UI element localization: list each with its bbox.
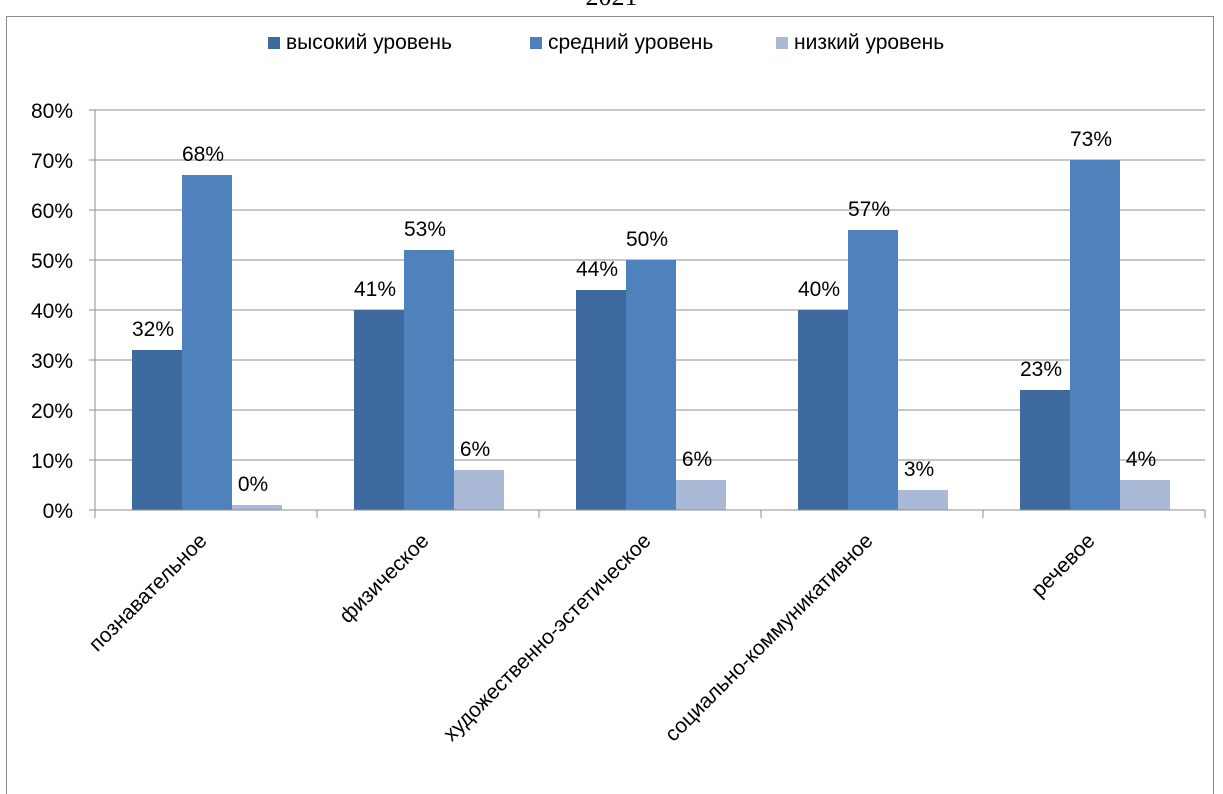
data-label: 6% (682, 448, 712, 471)
bar (182, 175, 232, 510)
data-label: 57% (848, 198, 890, 221)
bar (576, 290, 626, 510)
bar (1120, 480, 1170, 510)
category-label: познавательное (85, 529, 212, 656)
data-label: 50% (626, 228, 668, 251)
y-tick-label: 20% (31, 400, 73, 423)
data-label: 41% (354, 278, 396, 301)
y-tick-label: 40% (31, 300, 73, 323)
bar (1070, 160, 1120, 510)
data-label: 40% (798, 278, 840, 301)
category-label: физическое (335, 529, 433, 627)
data-label: 3% (904, 458, 934, 481)
legend: высокий уровень средний уровень низкий уро… (268, 31, 944, 54)
legend-swatch (776, 37, 788, 49)
data-label: 4% (1126, 448, 1156, 471)
bar (898, 490, 948, 510)
data-label: 73% (1070, 128, 1112, 151)
y-tick-label: 50% (31, 250, 73, 273)
legend-label: средний уровень (548, 31, 713, 54)
bar (404, 250, 454, 510)
bar (454, 470, 504, 510)
data-labels: 32% 68% 0% 41% 53% 6% 44% 50% 6% 40% 57% 3% 23% 73% 4% (132, 128, 1156, 496)
bar (232, 505, 282, 510)
y-tick-label: 70% (31, 150, 73, 173)
category-label: художественно-эстетическое (439, 529, 655, 745)
data-label: 6% (460, 438, 490, 461)
bar (354, 310, 404, 510)
bars (132, 160, 1170, 510)
data-label: 0% (238, 473, 268, 496)
category-label: речевое (1027, 529, 1100, 602)
y-tick-label: 30% (31, 350, 73, 373)
data-label: 44% (576, 258, 618, 281)
bar (626, 260, 676, 510)
legend-swatch (268, 37, 280, 49)
legend-swatch (530, 37, 542, 49)
category-label: социально-коммуникативное (661, 529, 878, 746)
y-tick-label: 80% (31, 100, 73, 123)
bar (848, 230, 898, 510)
bar (1020, 390, 1070, 510)
data-label: 68% (182, 143, 224, 166)
y-tick-label: 0% (43, 500, 73, 523)
bar (132, 350, 182, 510)
data-label: 23% (1020, 358, 1062, 381)
y-tick-label: 10% (31, 450, 73, 473)
data-label: 53% (404, 218, 446, 241)
top-caption: 2021 (0, 0, 1223, 12)
bar (798, 310, 848, 510)
y-tick-label: 60% (31, 200, 73, 223)
legend-label: низкий уровень (794, 31, 944, 54)
data-label: 32% (132, 318, 174, 341)
bar (676, 480, 726, 510)
legend-label: высокий уровень (286, 31, 452, 54)
